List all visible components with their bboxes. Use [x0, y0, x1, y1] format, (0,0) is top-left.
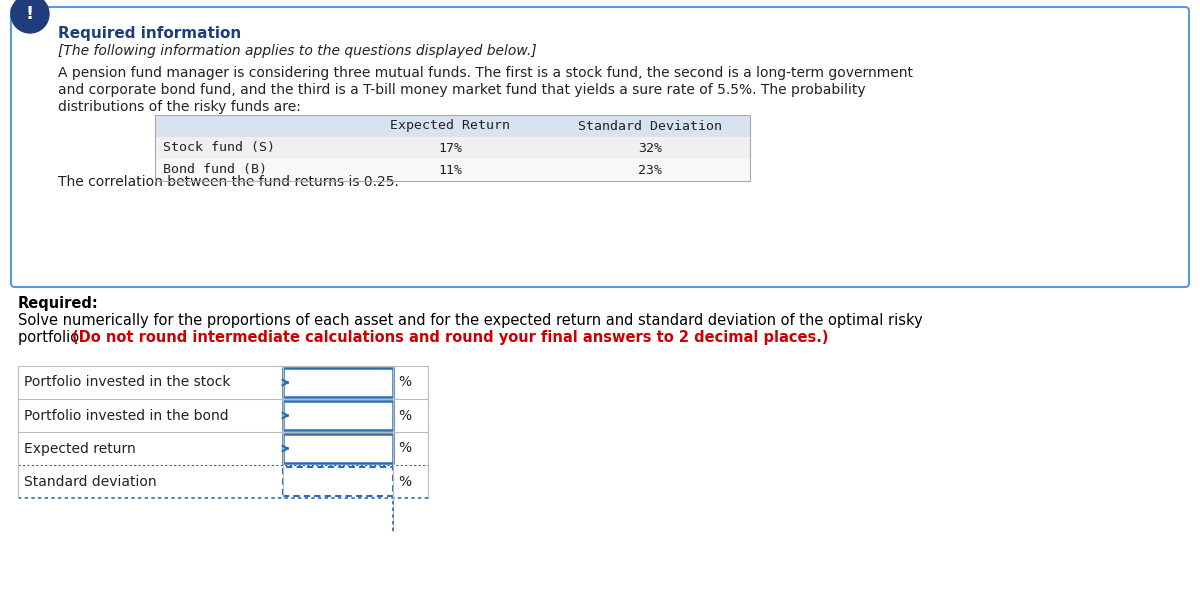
- FancyBboxPatch shape: [18, 465, 428, 498]
- Text: (Do not round intermediate calculations and round your final answers to 2 decima: (Do not round intermediate calculations …: [72, 330, 828, 345]
- FancyBboxPatch shape: [155, 159, 750, 181]
- Text: Expected Return: Expected Return: [390, 120, 510, 132]
- FancyBboxPatch shape: [283, 434, 394, 463]
- Text: Solve numerically for the proportions of each asset and for the expected return : Solve numerically for the proportions of…: [18, 313, 923, 328]
- Text: Portfolio invested in the stock: Portfolio invested in the stock: [24, 376, 230, 389]
- Text: Required information: Required information: [58, 26, 241, 41]
- Text: 32%: 32%: [638, 141, 662, 154]
- Text: 11%: 11%: [438, 163, 462, 177]
- Text: [The following information applies to the questions displayed below.]: [The following information applies to th…: [58, 44, 536, 58]
- Text: !: !: [26, 5, 34, 23]
- Text: %: %: [398, 409, 412, 423]
- Text: and corporate bond fund, and the third is a T-bill money market fund that yields: and corporate bond fund, and the third i…: [58, 83, 865, 97]
- FancyBboxPatch shape: [283, 467, 394, 496]
- Text: Standard deviation: Standard deviation: [24, 475, 157, 489]
- Text: Portfolio invested in the bond: Portfolio invested in the bond: [24, 409, 229, 423]
- Text: 17%: 17%: [438, 141, 462, 154]
- FancyBboxPatch shape: [18, 399, 428, 432]
- FancyBboxPatch shape: [18, 366, 428, 399]
- Text: Bond fund (B): Bond fund (B): [163, 163, 266, 177]
- FancyBboxPatch shape: [155, 137, 750, 159]
- Text: Required:: Required:: [18, 296, 98, 311]
- Text: Standard Deviation: Standard Deviation: [578, 120, 722, 132]
- FancyBboxPatch shape: [283, 368, 394, 397]
- Text: A pension fund manager is considering three mutual funds. The first is a stock f: A pension fund manager is considering th…: [58, 66, 913, 80]
- Text: %: %: [398, 475, 412, 489]
- Text: The correlation between the fund returns is 0.25.: The correlation between the fund returns…: [58, 175, 398, 189]
- Text: %: %: [398, 376, 412, 389]
- FancyBboxPatch shape: [283, 401, 394, 430]
- Text: Stock fund (S): Stock fund (S): [163, 141, 275, 154]
- FancyBboxPatch shape: [18, 432, 428, 465]
- Text: distributions of the risky funds are:: distributions of the risky funds are:: [58, 100, 301, 114]
- FancyBboxPatch shape: [155, 115, 750, 137]
- Text: 23%: 23%: [638, 163, 662, 177]
- FancyBboxPatch shape: [11, 7, 1189, 287]
- Text: Expected return: Expected return: [24, 442, 136, 456]
- Text: portfolio.: portfolio.: [18, 330, 89, 345]
- Circle shape: [11, 0, 49, 33]
- Text: %: %: [398, 442, 412, 456]
